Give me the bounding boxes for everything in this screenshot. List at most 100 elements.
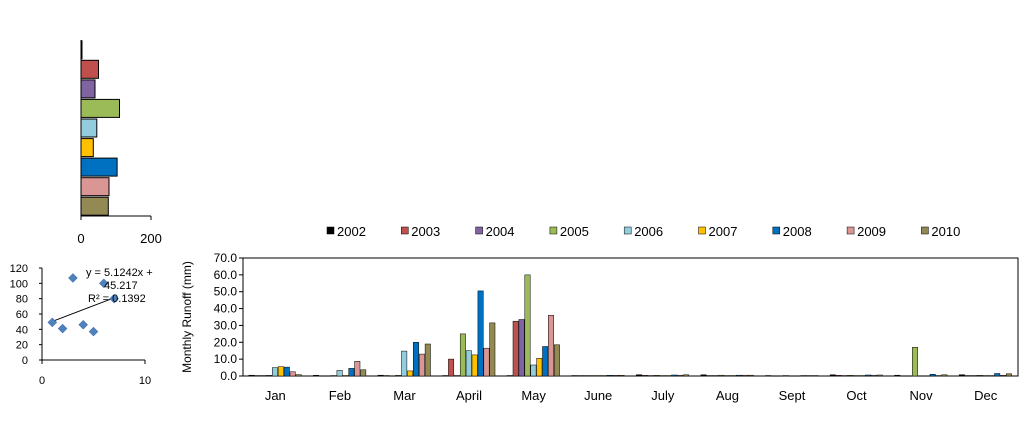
bar-2002-July [636, 374, 642, 377]
y-axis-label: Monthly Runoff (mm) [180, 261, 194, 373]
monthly-y-tick-label: 30.0 [214, 318, 238, 332]
month-label: Feb [329, 388, 351, 403]
hbar-2007 [80, 138, 94, 158]
bar-2004-Dec [970, 375, 977, 377]
bar-2006-Aug [724, 375, 731, 377]
bar-2002-Sept [765, 375, 772, 377]
bar-2005-April [459, 333, 466, 377]
bar-2010-Dec [1006, 373, 1012, 377]
trendline-equation-line: y = 5.1242x + [86, 267, 153, 279]
bar-2009-April [483, 347, 490, 377]
bar-2005-Aug [718, 374, 725, 377]
monthly-plot-border [242, 257, 1019, 377]
bar-2003-Sept [771, 375, 778, 377]
month-label: July [651, 388, 675, 403]
scatter-point [47, 317, 58, 328]
legend-swatch-2005 [549, 226, 558, 235]
scatter-x-tick-label: 0 [39, 375, 45, 387]
hbar-2008 [80, 157, 118, 177]
bar-2008-April [477, 290, 484, 377]
monthly-y-tick-label: 40.0 [214, 302, 238, 316]
bar-2010-Nov [941, 374, 948, 377]
bar-2008-Jan [283, 366, 290, 377]
bar-2007-Aug [730, 375, 736, 377]
hbar-2009 [80, 177, 110, 197]
monthly-y-tick-label: 60.0 [214, 268, 238, 282]
bar-2008-Sept [800, 375, 807, 377]
bar-2004-May [518, 319, 525, 377]
month-label: Sept [779, 388, 806, 403]
bar-2006-Jan [272, 367, 278, 377]
monthly-y-tick-label: 50.0 [214, 285, 238, 299]
month-label: Jan [265, 388, 286, 403]
bar-2007-Sept [794, 375, 801, 377]
legend-label-2010: 2010 [931, 224, 960, 239]
bar-2002-Feb [313, 375, 320, 377]
scatter-trendline [52, 297, 115, 322]
bar-2002-May [506, 375, 513, 377]
bar-2003-Aug [706, 375, 713, 377]
bar-2003-April [448, 358, 455, 377]
bar-2010-July [683, 374, 690, 377]
legend-swatch-2002 [326, 226, 335, 235]
bar-2005-Dec [976, 375, 983, 377]
bar-2007-Oct [859, 375, 866, 377]
bar-2010-Oct [876, 374, 883, 377]
legend-swatch-2010 [921, 226, 929, 235]
scatter-y-tick-label: 100 [10, 278, 28, 290]
legend-label-2009: 2009 [857, 224, 886, 239]
month-label: May [521, 388, 546, 403]
legend-label-2003: 2003 [411, 224, 440, 239]
bar-2009-Sept [806, 375, 813, 377]
trendline-equation-line: R² = 0.1392 [88, 293, 146, 305]
scatter-y-tick-label: 20 [16, 340, 28, 352]
month-label: Oct [846, 388, 867, 403]
bar-2005-Jan [266, 375, 273, 377]
bar-2009-Mar [418, 353, 425, 377]
bar-2009-Jan [289, 371, 296, 377]
bar-2006-July [659, 375, 666, 377]
legend-swatch-2009 [846, 226, 855, 235]
bar-2008-Dec [994, 373, 1001, 377]
scatter-point [109, 293, 119, 304]
bar-2008-Nov [929, 374, 936, 377]
hbar-2005 [80, 98, 120, 118]
bar-2006-Dec [982, 375, 989, 377]
hbar-x-tick-label: 200 [140, 231, 162, 246]
bar-2004-June [583, 375, 590, 377]
bar-2006-Oct [853, 375, 860, 377]
bar-2009-Feb [354, 361, 361, 377]
bar-2008-Aug [735, 374, 742, 377]
bar-2006-April [465, 350, 472, 377]
bar-2007-June [600, 375, 607, 377]
bar-2008-June [606, 375, 613, 377]
bar-2004-Nov [906, 375, 913, 377]
hbar-2003 [80, 59, 99, 79]
bar-2009-Aug [741, 374, 748, 377]
bar-2003-July [641, 375, 648, 377]
bar-2006-Feb [336, 370, 343, 377]
scatter-y-tick-label: 80 [16, 294, 28, 306]
monthly-y-tick-label: 0.0 [220, 369, 237, 383]
bar-2004-Jan [260, 375, 267, 377]
bar-2010-Feb [360, 369, 367, 377]
legend-label-2002: 2002 [337, 224, 366, 239]
bar-2003-Mar [383, 375, 390, 377]
bar-2010-Jan [295, 374, 302, 377]
bar-2010-May [553, 344, 560, 377]
scatter-point [78, 319, 89, 330]
bar-2004-Mar [389, 375, 396, 377]
bar-2009-May [548, 315, 554, 377]
bar-2002-Nov [894, 374, 901, 377]
bar-2009-July [677, 374, 684, 377]
bar-2009-Dec [1000, 375, 1007, 377]
bar-2002-Jan [248, 374, 255, 377]
bar-2008-May [542, 346, 549, 377]
monthly-y-tick-label: 20.0 [214, 335, 238, 349]
bar-2002-Dec [958, 374, 965, 377]
bar-2002-June [571, 375, 578, 377]
legend-swatch-2008 [772, 226, 781, 235]
bar-2007-Dec [988, 375, 995, 377]
bar-2004-July [647, 375, 654, 377]
